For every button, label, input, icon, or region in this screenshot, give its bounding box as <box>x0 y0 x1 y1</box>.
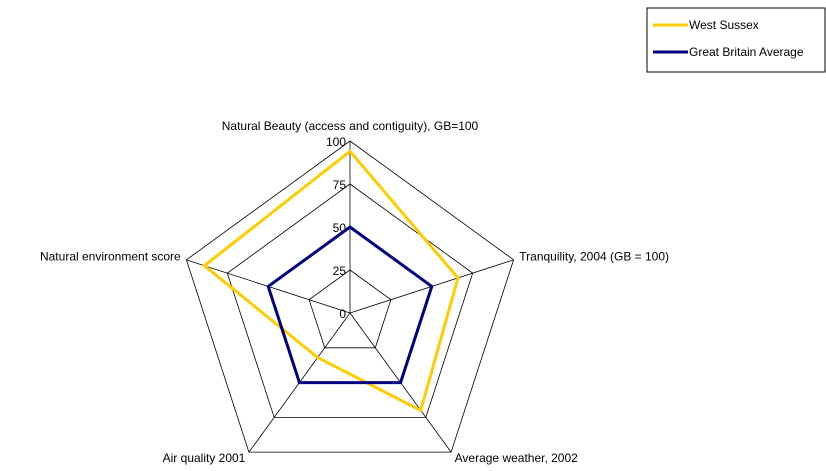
series-line <box>202 149 460 413</box>
tick-label: 25 <box>333 264 347 278</box>
category-label: Average weather, 2002 <box>455 451 579 465</box>
tick-label: 75 <box>333 178 347 192</box>
legend-label: West Sussex <box>689 18 759 32</box>
grid-ring <box>185 140 515 453</box>
legend-box <box>646 7 826 73</box>
category-label: Natural Beauty (access and contiguity), … <box>222 119 479 133</box>
category-label: Tranquility, 2004 (GB = 100) <box>519 250 669 264</box>
category-label: Natural environment score <box>40 250 181 264</box>
tick-label: 0 <box>339 307 346 321</box>
grid-ring <box>226 183 474 418</box>
grid-ring <box>308 269 392 349</box>
series-line <box>266 225 434 385</box>
tick-label: 100 <box>326 135 346 149</box>
legend-label: Great Britain Average <box>689 45 804 59</box>
category-label: Air quality 2001 <box>163 451 246 465</box>
